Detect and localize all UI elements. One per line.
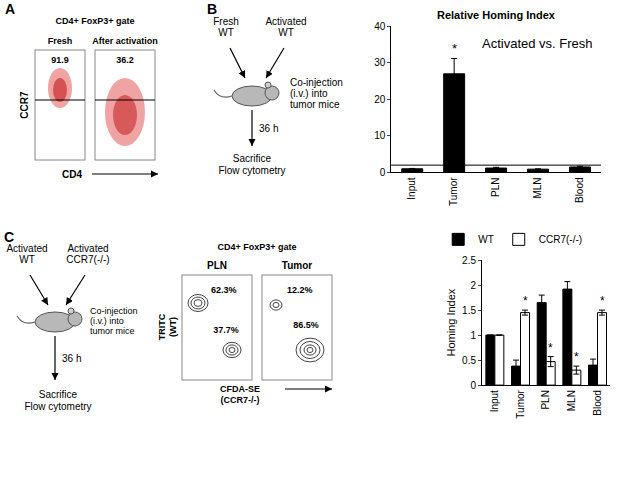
- svg-text:TRITC: TRITC: [157, 313, 167, 340]
- svg-text:CCR7(-/-): CCR7(-/-): [66, 254, 109, 265]
- svg-text:tumor mice: tumor mice: [290, 99, 340, 110]
- svg-text:A: A: [5, 1, 15, 17]
- svg-text:Tumor: Tumor: [448, 177, 459, 206]
- svg-text:Co-injection: Co-injection: [290, 77, 343, 88]
- svg-text:62.3%: 62.3%: [211, 285, 237, 295]
- svg-text:2: 2: [470, 280, 476, 291]
- svg-text:CD4+ FoxP3+ gate: CD4+ FoxP3+ gate: [217, 242, 296, 252]
- svg-text:*: *: [600, 294, 605, 308]
- svg-text:0.5: 0.5: [462, 355, 476, 366]
- svg-text:Blood: Blood: [592, 390, 603, 416]
- svg-text:CCR7: CCR7: [19, 91, 30, 119]
- svg-text:Homing Index: Homing Index: [445, 288, 457, 356]
- svg-text:WT: WT: [278, 27, 294, 38]
- svg-text:CD4: CD4: [62, 169, 82, 180]
- svg-text:10: 10: [374, 130, 386, 141]
- svg-text:CCR7(-/-): CCR7(-/-): [539, 234, 582, 245]
- svg-text:(i.v.) into: (i.v.) into: [90, 316, 124, 326]
- svg-text:Tumor: Tumor: [515, 389, 526, 418]
- svg-text:20: 20: [374, 94, 386, 105]
- svg-text:Input: Input: [489, 390, 500, 412]
- svg-text:*: *: [574, 350, 579, 364]
- svg-text:WT: WT: [478, 234, 494, 245]
- svg-text:WT: WT: [218, 27, 234, 38]
- svg-text:C: C: [4, 229, 14, 245]
- svg-text:After activation: After activation: [92, 36, 158, 46]
- svg-text:36 h: 36 h: [259, 123, 278, 134]
- svg-text:tumor mice: tumor mice: [90, 326, 135, 336]
- svg-text:Sacrifice: Sacrifice: [233, 153, 272, 164]
- svg-text:Input: Input: [406, 177, 417, 199]
- svg-text:MLN: MLN: [566, 390, 577, 411]
- svg-text:Flow cytometry: Flow cytometry: [218, 165, 285, 176]
- svg-text:*: *: [452, 41, 457, 56]
- svg-text:WT: WT: [19, 254, 35, 265]
- svg-text:Activated vs. Fresh: Activated vs. Fresh: [482, 36, 593, 51]
- svg-text:36.2: 36.2: [116, 55, 134, 65]
- svg-text:Sacrifice: Sacrifice: [39, 389, 78, 400]
- svg-text:Activated: Activated: [67, 243, 108, 254]
- svg-text:91.9: 91.9: [51, 55, 69, 65]
- svg-text:Fresh: Fresh: [48, 36, 73, 46]
- svg-text:CFDA-SE: CFDA-SE: [220, 384, 260, 394]
- svg-text:MLN: MLN: [532, 177, 543, 198]
- svg-text:30: 30: [374, 57, 386, 68]
- svg-text:Fresh: Fresh: [213, 16, 239, 27]
- svg-text:*: *: [523, 294, 528, 308]
- svg-text:Blood: Blood: [574, 177, 585, 203]
- svg-text:CD4+ FoxP3+ gate: CD4+ FoxP3+ gate: [55, 16, 134, 26]
- svg-text:37.7%: 37.7%: [213, 325, 239, 335]
- svg-text:1.5: 1.5: [462, 305, 476, 316]
- svg-text:2.5: 2.5: [462, 255, 476, 266]
- svg-text:(CCR7-/-): (CCR7-/-): [221, 395, 260, 405]
- svg-text:B: B: [207, 1, 217, 17]
- svg-text:Activated: Activated: [6, 243, 47, 254]
- svg-text:PLN: PLN: [207, 260, 227, 271]
- svg-text:Co-injection: Co-injection: [90, 306, 138, 316]
- svg-text:36 h: 36 h: [62, 353, 81, 364]
- svg-text:Tumor: Tumor: [282, 260, 312, 271]
- svg-text:0: 0: [470, 380, 476, 391]
- svg-text:Relative Homing Index: Relative Homing Index: [437, 9, 556, 21]
- svg-text:PLN: PLN: [540, 390, 551, 409]
- svg-text:40: 40: [374, 21, 386, 32]
- svg-text:1: 1: [470, 330, 476, 341]
- svg-text:PLN: PLN: [490, 177, 501, 196]
- svg-text:86.5%: 86.5%: [293, 320, 319, 330]
- svg-text:Activated: Activated: [265, 16, 306, 27]
- svg-text:(WT): (WT): [168, 317, 178, 337]
- svg-text:*: *: [548, 341, 553, 355]
- svg-text:0: 0: [380, 167, 386, 178]
- svg-text:Flow cytometry: Flow cytometry: [24, 401, 91, 412]
- svg-text:12.2%: 12.2%: [287, 285, 313, 295]
- svg-text:(i.v.) into: (i.v.) into: [290, 88, 328, 99]
